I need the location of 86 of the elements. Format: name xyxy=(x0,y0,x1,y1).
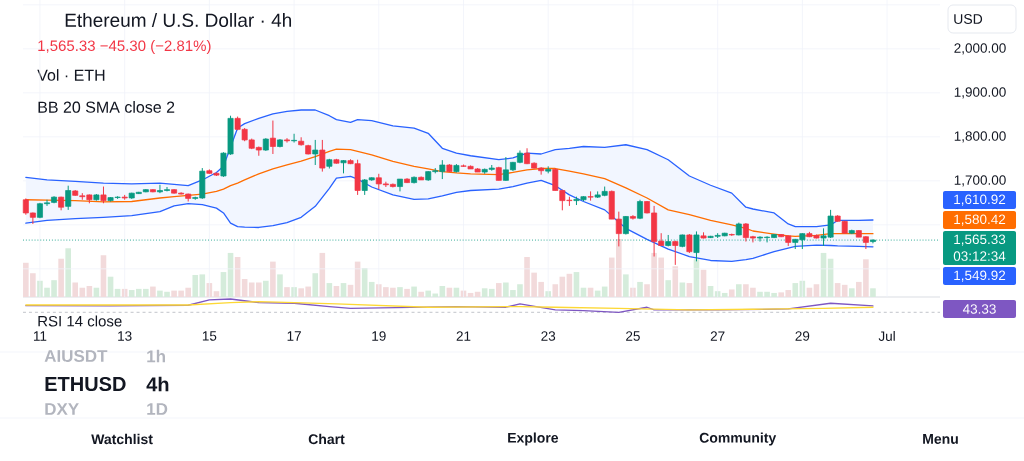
candlestick xyxy=(269,120,276,155)
bar xyxy=(368,281,375,297)
bar xyxy=(672,266,679,297)
text: Community xyxy=(699,432,777,446)
text: 1,580.42 xyxy=(954,214,1006,226)
text: Ethereum / U.S. Dollar · 4h xyxy=(65,13,292,27)
bar xyxy=(623,274,629,297)
text: DXY xyxy=(45,403,79,415)
text: 4h xyxy=(146,376,169,392)
bar xyxy=(552,284,559,297)
bar xyxy=(150,286,156,297)
bar xyxy=(277,274,283,297)
candlestick xyxy=(319,139,326,173)
bar xyxy=(841,284,848,297)
bar xyxy=(213,291,220,297)
annotation: BB 20 SMA close 2 xyxy=(38,101,175,113)
bar xyxy=(481,288,488,297)
x-tick-label: 11 xyxy=(33,331,47,341)
text: 1h xyxy=(147,349,165,363)
text: 03:12:34 xyxy=(953,251,1006,261)
x-tick-label: 19 xyxy=(372,331,386,341)
x-tick-label: Jul xyxy=(878,331,895,341)
bar xyxy=(312,273,319,297)
bar xyxy=(834,283,841,297)
text: Chart xyxy=(308,433,345,445)
y-tick-label: 1,900.00 xyxy=(954,87,1006,99)
bar xyxy=(870,288,876,297)
bar xyxy=(665,280,672,297)
y-tick-label: 1,700.00 xyxy=(954,175,1006,187)
x-tick-label: 17 xyxy=(287,331,301,341)
bar xyxy=(404,288,410,297)
text: 1,565.33 −45.30 (−2.81%) xyxy=(38,40,211,54)
candlestick xyxy=(312,139,319,166)
text: Explore xyxy=(508,432,559,446)
bar xyxy=(263,280,269,297)
bar xyxy=(65,248,71,297)
text: AIUSDT xyxy=(44,349,108,363)
bar xyxy=(72,282,79,297)
bar xyxy=(418,291,424,297)
bar xyxy=(326,283,333,297)
bar xyxy=(848,288,855,297)
x-tick-label: 23 xyxy=(541,331,556,341)
ref-line-label: 1,565.33 xyxy=(954,234,1006,246)
bar xyxy=(728,289,735,297)
bar xyxy=(411,286,417,297)
bar xyxy=(284,287,290,297)
text: 43.33 xyxy=(962,304,996,314)
candlestick xyxy=(622,215,629,236)
candlestick xyxy=(291,133,298,144)
text: 1D xyxy=(147,403,168,415)
text: ETHUSD xyxy=(45,376,126,392)
x-tick-label: 27 xyxy=(710,331,725,341)
chart-title: Vol · ETH xyxy=(37,69,105,81)
bar xyxy=(58,258,64,297)
bar xyxy=(488,288,495,297)
x-tick-label: 25 xyxy=(626,331,640,341)
bar xyxy=(736,284,742,297)
candlestick xyxy=(629,214,636,221)
bar xyxy=(545,291,552,297)
y-tick-label: 1,800.00 xyxy=(954,131,1006,143)
text: RSI 14 close xyxy=(38,315,122,327)
bar xyxy=(686,283,693,297)
candlestick xyxy=(686,233,693,254)
text: Menu xyxy=(923,434,958,444)
candlestick xyxy=(672,240,679,266)
bar xyxy=(495,283,502,297)
candlestick xyxy=(65,185,72,211)
x-tick-label: 13 xyxy=(118,331,132,341)
line-series xyxy=(25,175,874,263)
text: USD xyxy=(954,14,983,24)
bar xyxy=(397,287,403,297)
x-tick-label: 29 xyxy=(795,331,810,341)
bar xyxy=(792,283,799,297)
bar xyxy=(270,261,276,297)
bar xyxy=(679,282,686,297)
bar xyxy=(340,283,347,297)
candlestick xyxy=(284,137,290,144)
bar xyxy=(637,281,643,297)
x-tick-label: 15 xyxy=(202,331,217,341)
x-tick-label: 21 xyxy=(456,331,471,341)
text: Watchlist xyxy=(91,433,153,445)
y-tick-label: 2,000.00 xyxy=(954,43,1006,55)
text: 1,610.92 xyxy=(954,194,1006,206)
bar xyxy=(721,292,728,297)
bar xyxy=(813,284,820,297)
text: 1,549.92 xyxy=(954,270,1006,282)
